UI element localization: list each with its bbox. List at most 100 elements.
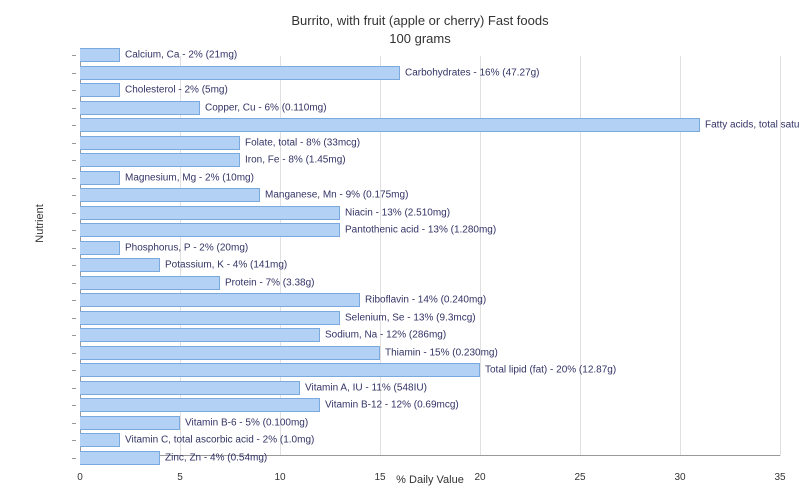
bar-row: Magnesium, Mg - 2% (10mg) <box>80 171 120 185</box>
y-tick <box>72 143 76 144</box>
bar-row: Vitamin A, IU - 11% (548IU) <box>80 381 300 395</box>
bar-label: Vitamin B-12 - 12% (0.69mcg) <box>319 400 459 411</box>
x-axis-label: % Daily Value <box>396 474 464 486</box>
bar-row: Riboflavin - 14% (0.240mg) <box>80 293 360 307</box>
y-tick <box>72 90 76 91</box>
bar: Carbohydrates - 16% (47.27g) <box>80 66 400 80</box>
bar: Niacin - 13% (2.510mg) <box>80 206 340 220</box>
bar-label: Cholesterol - 2% (5mg) <box>119 85 228 96</box>
x-tick-label: 0 <box>77 472 83 483</box>
bar: Iron, Fe - 8% (1.45mg) <box>80 153 240 167</box>
bar: Protein - 7% (3.38g) <box>80 276 220 290</box>
chart-title: Burrito, with fruit (apple or cherry) Fa… <box>60 12 780 48</box>
bar-label: Copper, Cu - 6% (0.110mg) <box>199 102 327 113</box>
y-tick <box>72 108 76 109</box>
y-tick <box>72 73 76 74</box>
bar: Vitamin C, total ascorbic acid - 2% (1.0… <box>80 433 120 447</box>
x-tick-label: 15 <box>374 472 385 483</box>
bar-row: Calcium, Ca - 2% (21mg) <box>80 48 120 62</box>
y-tick <box>72 213 76 214</box>
x-tick-label: 5 <box>177 472 183 483</box>
y-tick <box>72 318 76 319</box>
bar-row: Niacin - 13% (2.510mg) <box>80 206 340 220</box>
bar: Pantothenic acid - 13% (1.280mg) <box>80 223 340 237</box>
bar-label: Potassium, K - 4% (141mg) <box>159 260 287 271</box>
bar-row: Iron, Fe - 8% (1.45mg) <box>80 153 240 167</box>
bar: Vitamin B-12 - 12% (0.69mcg) <box>80 398 320 412</box>
title-line-2: 100 grams <box>389 31 450 46</box>
bar-row: Vitamin B-12 - 12% (0.69mcg) <box>80 398 320 412</box>
y-tick <box>72 230 76 231</box>
bar: Thiamin - 15% (0.230mg) <box>80 346 380 360</box>
nutrition-chart: Burrito, with fruit (apple or cherry) Fa… <box>0 0 800 500</box>
bar: Magnesium, Mg - 2% (10mg) <box>80 171 120 185</box>
bar: Vitamin A, IU - 11% (548IU) <box>80 381 300 395</box>
bar-row: Copper, Cu - 6% (0.110mg) <box>80 101 200 115</box>
x-tick-label: 10 <box>274 472 285 483</box>
bar: Riboflavin - 14% (0.240mg) <box>80 293 360 307</box>
bar: Calcium, Ca - 2% (21mg) <box>80 48 120 62</box>
bar-row: Carbohydrates - 16% (47.27g) <box>80 66 400 80</box>
title-line-1: Burrito, with fruit (apple or cherry) Fa… <box>291 13 548 28</box>
bar-label: Phosphorus, P - 2% (20mg) <box>119 242 248 253</box>
bar: Fatty acids, total saturated - 31% (6.17… <box>80 118 700 132</box>
bar: Vitamin B-6 - 5% (0.100mg) <box>80 416 180 430</box>
bar-label: Magnesium, Mg - 2% (10mg) <box>119 172 254 183</box>
bar: Sodium, Na - 12% (286mg) <box>80 328 320 342</box>
y-tick <box>72 300 76 301</box>
y-tick <box>72 265 76 266</box>
bar-label: Vitamin B-6 - 5% (0.100mg) <box>179 417 308 428</box>
x-tick-label: 35 <box>774 472 785 483</box>
bar-label: Pantothenic acid - 13% (1.280mg) <box>339 225 496 236</box>
bar-row: Total lipid (fat) - 20% (12.87g) <box>80 363 480 377</box>
bar: Phosphorus, P - 2% (20mg) <box>80 241 120 255</box>
y-tick <box>72 405 76 406</box>
bar: Selenium, Se - 13% (9.3mcg) <box>80 311 340 325</box>
bar-label: Calcium, Ca - 2% (21mg) <box>119 50 237 61</box>
bar-row: Thiamin - 15% (0.230mg) <box>80 346 380 360</box>
y-tick <box>72 423 76 424</box>
bar-label: Zinc, Zn - 4% (0.54mg) <box>159 452 267 463</box>
bar-label: Niacin - 13% (2.510mg) <box>339 207 450 218</box>
x-tick-label: 20 <box>474 472 485 483</box>
bar-label: Folate, total - 8% (33mcg) <box>239 137 360 148</box>
y-tick <box>72 195 76 196</box>
bar: Cholesterol - 2% (5mg) <box>80 83 120 97</box>
bar-row: Cholesterol - 2% (5mg) <box>80 83 120 97</box>
bar-row: Folate, total - 8% (33mcg) <box>80 136 240 150</box>
bar-row: Phosphorus, P - 2% (20mg) <box>80 241 120 255</box>
y-tick <box>72 370 76 371</box>
bar-label: Vitamin A, IU - 11% (548IU) <box>299 382 427 393</box>
plot-area: Nutrient % Daily Value Calcium, Ca - 2% … <box>80 56 780 456</box>
bar-row: Vitamin C, total ascorbic acid - 2% (1.0… <box>80 433 120 447</box>
y-tick <box>72 388 76 389</box>
bar-label: Vitamin C, total ascorbic acid - 2% (1.0… <box>119 435 314 446</box>
bars-group: Calcium, Ca - 2% (21mg)Carbohydrates - 1… <box>80 56 780 456</box>
bar-row: Sodium, Na - 12% (286mg) <box>80 328 320 342</box>
bar-label: Iron, Fe - 8% (1.45mg) <box>239 155 346 166</box>
bar-label: Total lipid (fat) - 20% (12.87g) <box>479 365 616 376</box>
bar-row: Pantothenic acid - 13% (1.280mg) <box>80 223 340 237</box>
bar-row: Fatty acids, total saturated - 31% (6.17… <box>80 118 700 132</box>
bar-row: Zinc, Zn - 4% (0.54mg) <box>80 451 160 465</box>
y-axis-label: Nutrient <box>34 205 46 244</box>
bar-row: Vitamin B-6 - 5% (0.100mg) <box>80 416 180 430</box>
x-tick-label: 25 <box>574 472 585 483</box>
bar-row: Manganese, Mn - 9% (0.175mg) <box>80 188 260 202</box>
bar: Manganese, Mn - 9% (0.175mg) <box>80 188 260 202</box>
bar-label: Manganese, Mn - 9% (0.175mg) <box>259 190 408 201</box>
y-tick <box>72 283 76 284</box>
bar-label: Riboflavin - 14% (0.240mg) <box>359 295 486 306</box>
y-tick <box>72 440 76 441</box>
bar-row: Protein - 7% (3.38g) <box>80 276 220 290</box>
bar-label: Sodium, Na - 12% (286mg) <box>319 330 446 341</box>
bar-label: Carbohydrates - 16% (47.27g) <box>399 67 540 78</box>
y-tick <box>72 125 76 126</box>
x-tick-label: 30 <box>674 472 685 483</box>
bar: Total lipid (fat) - 20% (12.87g) <box>80 363 480 377</box>
bar: Copper, Cu - 6% (0.110mg) <box>80 101 200 115</box>
bar: Potassium, K - 4% (141mg) <box>80 258 160 272</box>
gridline <box>780 56 781 456</box>
bar-label: Selenium, Se - 13% (9.3mcg) <box>339 312 476 323</box>
y-tick <box>72 353 76 354</box>
